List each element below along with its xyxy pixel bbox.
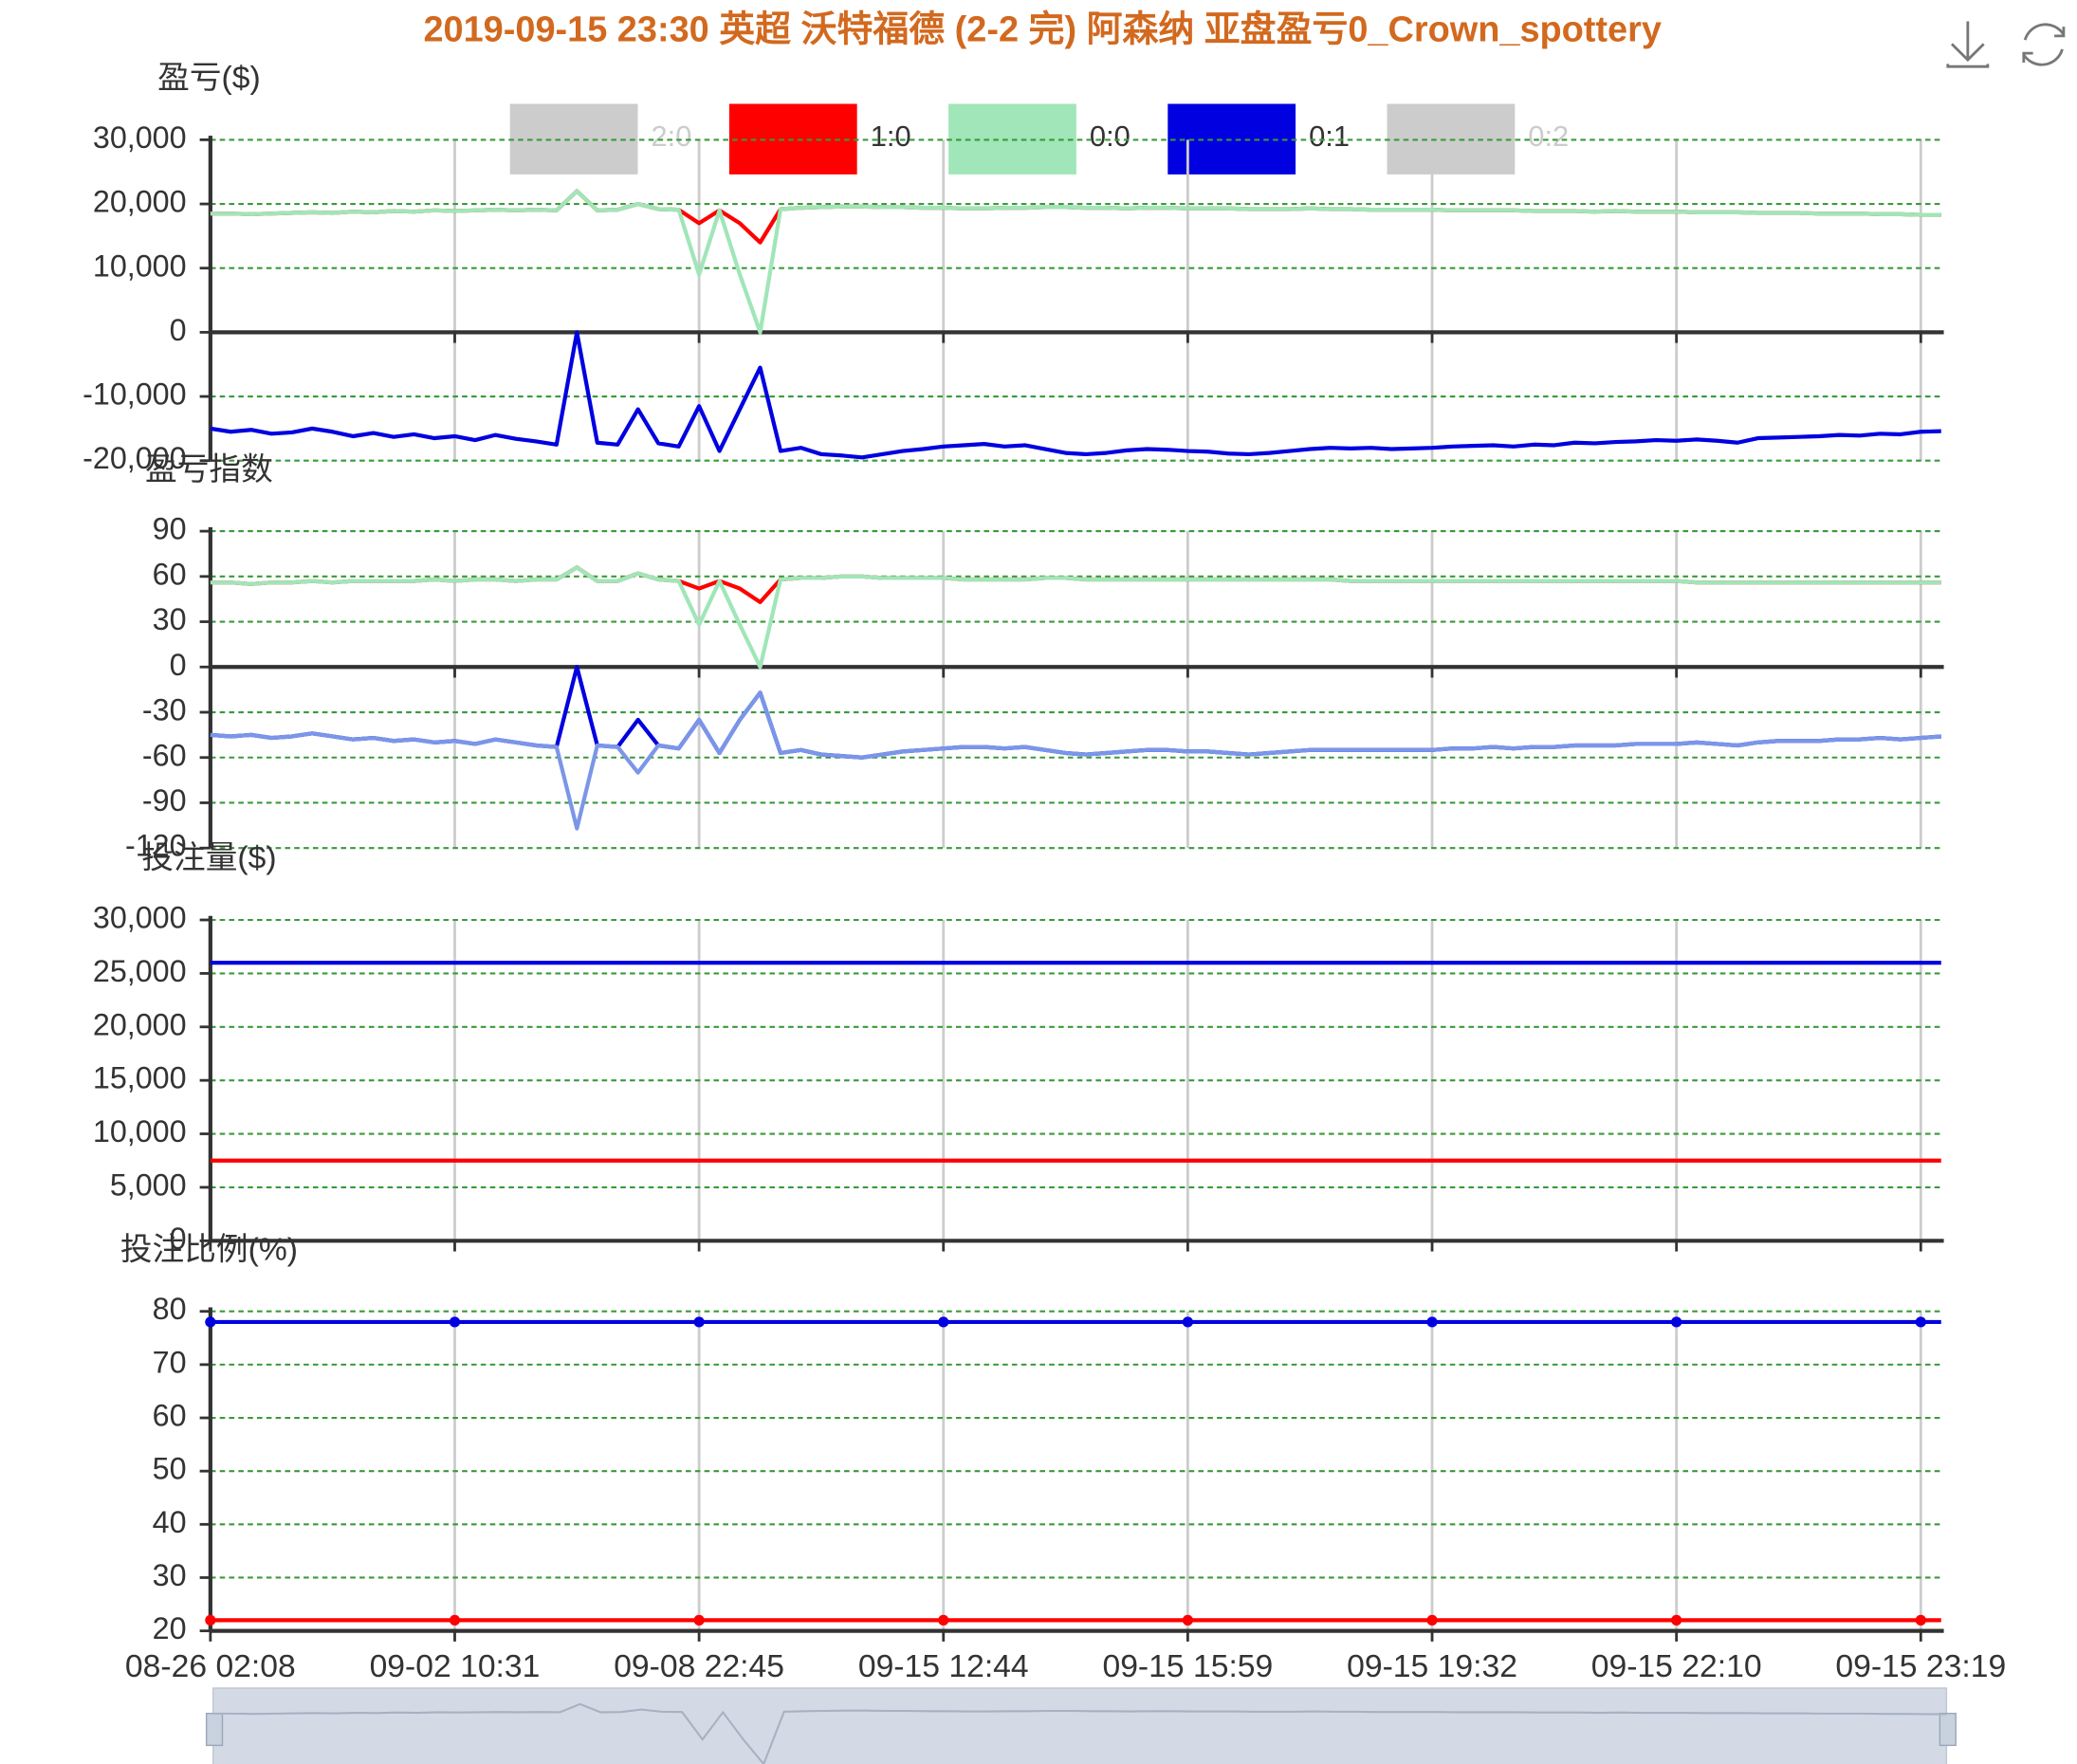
point: [1426, 1316, 1438, 1328]
toolbox: [1946, 21, 2066, 68]
point: [938, 1614, 949, 1626]
y-tick-label: 5,000: [110, 1167, 187, 1202]
y-tick-label: 50: [153, 1452, 187, 1486]
point: [693, 1614, 705, 1626]
refresh-icon[interactable]: [2022, 23, 2066, 66]
y-tick-label: 60: [153, 557, 187, 591]
legend-label: 1:0: [871, 119, 911, 153]
y-tick-label: -60: [142, 738, 187, 772]
y-axis-title: 盈亏($): [157, 61, 261, 96]
y-tick-label: 60: [153, 1399, 187, 1433]
legend-label: 2:0: [652, 119, 692, 153]
point: [449, 1614, 461, 1626]
chart-title: 2019-09-15 23:30 英超 沃特福德 (2-2 完) 阿森纳 亚盘盈…: [423, 9, 1661, 50]
y-tick-label: -90: [142, 783, 187, 818]
y-tick-label: 30,000: [93, 120, 187, 155]
y-tick-label: 0: [170, 648, 187, 682]
point: [449, 1316, 461, 1328]
point: [1671, 1316, 1682, 1328]
y-tick-label: -10,000: [83, 377, 186, 412]
legend-label: 0:1: [1309, 119, 1350, 153]
x-tick-label: 09-15 12:44: [858, 1649, 1029, 1684]
series-line: [210, 189, 1941, 335]
y-axis-title: 投注量($): [141, 840, 276, 876]
y-tick-label: 10,000: [93, 1114, 187, 1148]
y-tick-label: 25,000: [93, 954, 187, 988]
x-tick-label: 09-15 23:19: [1835, 1649, 2006, 1684]
y-tick-label: -120: [125, 829, 187, 863]
y-tick-label: 90: [153, 512, 187, 546]
point: [205, 1316, 216, 1328]
zoom-handle[interactable]: [1939, 1712, 1957, 1747]
point: [1182, 1614, 1194, 1626]
y-axis-title: 盈亏指数: [145, 451, 273, 487]
y-tick-label: 0: [170, 1222, 187, 1256]
download-icon[interactable]: [1946, 21, 1990, 68]
legend-label: 0:0: [1090, 119, 1130, 153]
series-line: [210, 189, 1941, 245]
x-tick-label: 08-26 02:08: [125, 1649, 296, 1684]
x-tick-label: 09-02 10:31: [370, 1649, 541, 1684]
point: [1182, 1316, 1194, 1328]
y-tick-label: 30: [153, 602, 187, 636]
point: [938, 1316, 949, 1328]
y-tick-label: 70: [153, 1345, 187, 1379]
y-tick-label: 30,000: [93, 901, 187, 935]
y-tick-label: 30: [153, 1558, 187, 1592]
y-tick-label: 80: [153, 1292, 187, 1326]
point: [205, 1614, 216, 1626]
point: [1671, 1614, 1682, 1626]
series-line: [210, 565, 1941, 670]
y-axis-title: 投注比例(%): [120, 1231, 298, 1267]
y-tick-label: 20,000: [93, 1007, 187, 1041]
x-tick-label: 09-15 15:59: [1102, 1649, 1273, 1684]
zoom-handle[interactable]: [205, 1712, 224, 1747]
x-tick-label: 09-08 22:45: [614, 1649, 784, 1684]
x-tick-label: 09-15 22:10: [1591, 1649, 1762, 1684]
y-tick-label: 15,000: [93, 1061, 187, 1095]
x-tick-label: 09-15 19:32: [1347, 1649, 1517, 1684]
point: [693, 1316, 705, 1328]
data-zoom[interactable]: [211, 1687, 1948, 1764]
point: [1915, 1614, 1926, 1626]
y-tick-label: 20: [153, 1611, 187, 1645]
y-tick-label: 10,000: [93, 248, 187, 283]
y-tick-label: 40: [153, 1505, 187, 1539]
point: [1915, 1316, 1926, 1328]
zoom-preview: [212, 1702, 1947, 1764]
y-tick-label: -20,000: [83, 441, 186, 475]
y-tick-label: -30: [142, 693, 187, 727]
series-line: [210, 690, 1941, 831]
legend-label: 0:2: [1528, 119, 1569, 153]
point: [1426, 1614, 1438, 1626]
y-tick-label: 0: [170, 313, 187, 347]
series-line: [210, 330, 1941, 460]
y-tick-label: 20,000: [93, 185, 187, 219]
series-line: [210, 565, 1941, 604]
